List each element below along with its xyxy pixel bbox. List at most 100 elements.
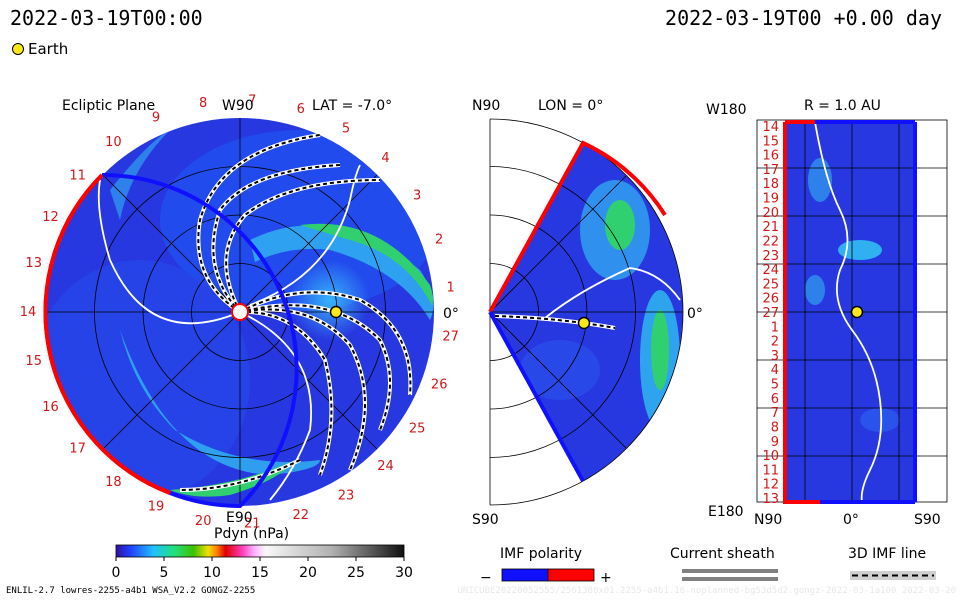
current-sheath-swatch-top [682,569,778,573]
meridional-boundary-negative [488,140,667,313]
colorbar-gradient [115,544,405,558]
imf-polarity-positive-swatch [547,568,595,582]
radial-boundary-positive [815,120,917,504]
meridional-imf-line [494,314,616,330]
carrington-tick-12: 12 [42,210,59,225]
meridional-panel: N90 LON = 0° 0° S90 [472,98,703,528]
radial-row-label-26: 26 [762,292,779,307]
radial-row-label-16: 16 [762,149,779,164]
earth-marker-icon [12,43,24,55]
imf-polarity-minus: − [480,570,492,586]
colorbar-tick-label-20: 20 [299,565,317,581]
carrington-tick-25: 25 [409,422,426,437]
radial-row-label-18: 18 [762,177,779,192]
carrington-tick-16: 16 [42,400,59,415]
radial-row-label-12: 12 [762,478,779,493]
colorbar-label: Pdyn (nPa) [214,526,289,542]
colorbar: Pdyn (nPa) 0 5 10 15 20 25 30 [112,526,413,581]
meridional-boundary-positive [488,311,585,482]
carrington-tick-15: 15 [25,354,42,369]
colorbar-tick-label-5: 5 [160,565,169,581]
imf-polarity-negative-swatch [501,568,549,582]
radial-row-label-17: 17 [762,163,779,178]
meridional-bottom-label: S90 [472,512,499,528]
sun-icon [231,303,249,321]
earth-legend: Earth [12,40,68,58]
radial-row-label-24: 24 [762,263,779,278]
imf-line-legend: 3D IMF line [848,546,936,580]
carrington-tick-8: 8 [199,96,207,111]
radial-row-label-4: 4 [771,363,779,378]
radial-boundary-negative [783,120,820,504]
radial-row-label-6: 6 [771,392,779,407]
radial-row-label-15: 15 [762,134,779,149]
current-sheath-legend: Current sheath [670,546,778,581]
carrington-tick-13: 13 [25,256,42,271]
ecliptic-top-label: W90 [222,98,254,114]
ecliptic-bottom-label: E90 [226,510,253,526]
carrington-tick-21: 21 [244,517,261,532]
radial-row-label-9: 9 [771,435,779,450]
footer-file-info: UNICUBE20220052555/2561380x01.2255-a4b1.… [457,586,957,596]
radial-row-label-14: 14 [762,120,779,135]
carrington-tick-5: 5 [342,121,350,136]
carrington-tick-10: 10 [105,135,122,150]
colorbar-tick-label-10: 10 [203,565,221,581]
earth-radial-marker [850,305,864,319]
colorbar-ticks: 0 5 10 15 20 25 30 [112,557,413,581]
carrington-tick-27: 27 [442,330,459,345]
carrington-tick-20: 20 [195,514,212,529]
radial-row-label-10: 10 [762,449,779,464]
carrington-tick-3: 3 [413,189,421,204]
current-sheath-title: Current sheath [670,546,775,562]
carrington-tick-18: 18 [105,475,122,490]
radial-row-label-3: 3 [771,349,779,364]
meridional-right-label: 0° [687,306,703,322]
carrington-tick-19: 19 [148,500,165,515]
footer-model-info: ENLIL-2.7 lowres-2255-a4b1 WSA_V2.2 GONG… [6,586,256,596]
radial-row-label-1: 1 [771,320,779,335]
colorbar-tick-label-30: 30 [395,565,413,581]
carrington-tick-2: 2 [435,233,443,248]
current-sheath-swatch-bottom [682,577,778,581]
meridional-top-label: N90 [472,98,500,114]
radial-row-label-2: 2 [771,335,779,350]
carrington-tick-14: 14 [20,305,37,320]
radial-row-label-5: 5 [771,378,779,393]
timestamp-left: 2022-03-19T00:00 [10,6,203,30]
meridional-lon-label: LON = 0° [538,98,603,114]
timestamp-right: 2022-03-19T00 +0.00 day [665,6,942,30]
radial-row-label-13: 13 [762,492,779,507]
radial-x-label-n90: N90 [754,512,782,528]
radial-bottom-left-label: E180 [708,504,744,520]
radial-row-label-23: 23 [762,249,779,264]
imf-polarity-legend: IMF polarity − + [480,546,612,586]
carrington-tick-17: 17 [69,441,86,456]
carrington-tick-11: 11 [69,169,86,184]
radial-row-label-8: 8 [771,421,779,436]
radial-panel: 1415161718192021222324252627123456789101… [706,98,948,528]
carrington-tick-26: 26 [431,378,448,393]
radial-row-label-21: 21 [762,220,779,235]
radial-top-left-label: W180 [706,102,747,118]
ecliptic-title: Ecliptic Plane [62,98,155,114]
radial-row-labels: 1415161718192021222324252627123456789101… [762,120,779,507]
carrington-tick-1: 1 [446,280,454,295]
earth-legend-label: Earth [28,40,69,58]
radial-row-label-7: 7 [771,406,779,421]
earth-ecliptic-marker [329,305,343,319]
radial-row-label-27: 27 [762,306,779,321]
meridional-current-sheath [544,267,681,319]
radial-row-label-20: 20 [762,206,779,221]
earth-meridional-marker [577,316,591,330]
radial-row-label-11: 11 [762,463,779,478]
radial-r-label: R = 1.0 AU [804,98,881,114]
radial-row-label-19: 19 [762,192,779,207]
radial-x-label-0: 0° [843,512,859,528]
radial-row-label-22: 22 [762,235,779,250]
imf-polarity-plus: + [600,570,612,586]
ecliptic-right-label: 0° [443,306,459,322]
